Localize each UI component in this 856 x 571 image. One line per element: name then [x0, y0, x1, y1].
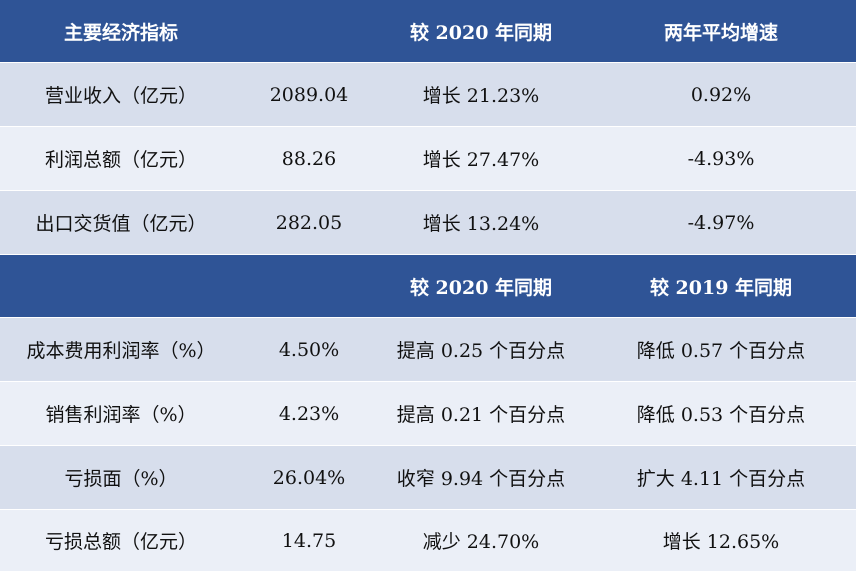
row-label: 亏损总额（亿元）	[0, 510, 242, 571]
header-value	[242, 0, 376, 62]
header2-vs-2019: 较 2019 年同期	[586, 255, 856, 317]
row-value: 282.05	[242, 191, 376, 254]
row-vs-2020: 提高 0.25 个百分点	[376, 318, 586, 381]
header-vs-2020: 较 2020 年同期	[376, 0, 586, 62]
header-indicator: 主要经济指标	[0, 0, 242, 62]
row-vs-2020: 增长 27.47%	[376, 127, 586, 190]
row-value: 4.50%	[242, 318, 376, 381]
header2-vs-2020: 较 2020 年同期	[376, 255, 586, 317]
row-avg: 0.92%	[586, 63, 856, 126]
row-vs-2019: 降低 0.53 个百分点	[586, 382, 856, 445]
row-value: 14.75	[242, 510, 376, 571]
row-vs-2020: 提高 0.21 个百分点	[376, 382, 586, 445]
row-label: 营业收入（亿元）	[0, 63, 242, 126]
row-vs-2019: 增长 12.65%	[586, 510, 856, 571]
row-label: 亏损面（%）	[0, 446, 242, 509]
header2-value	[242, 255, 376, 317]
row-value: 4.23%	[242, 382, 376, 445]
row-vs-2020: 收窄 9.94 个百分点	[376, 446, 586, 509]
row-value: 88.26	[242, 127, 376, 190]
row-avg: -4.97%	[586, 191, 856, 254]
row-vs-2020: 增长 21.23%	[376, 63, 586, 126]
row-vs-2019: 扩大 4.11 个百分点	[586, 446, 856, 509]
row-label: 销售利润率（%）	[0, 382, 242, 445]
row-vs-2020: 增长 13.24%	[376, 191, 586, 254]
row-vs-2020: 减少 24.70%	[376, 510, 586, 571]
header2-indicator	[0, 255, 242, 317]
row-label: 出口交货值（亿元）	[0, 191, 242, 254]
row-label: 成本费用利润率（%）	[0, 318, 242, 381]
header-two-year-avg: 两年平均增速	[586, 0, 856, 62]
row-label: 利润总额（亿元）	[0, 127, 242, 190]
row-vs-2019: 降低 0.57 个百分点	[586, 318, 856, 381]
row-avg: -4.93%	[586, 127, 856, 190]
row-value: 2089.04	[242, 63, 376, 126]
row-value: 26.04%	[242, 446, 376, 509]
